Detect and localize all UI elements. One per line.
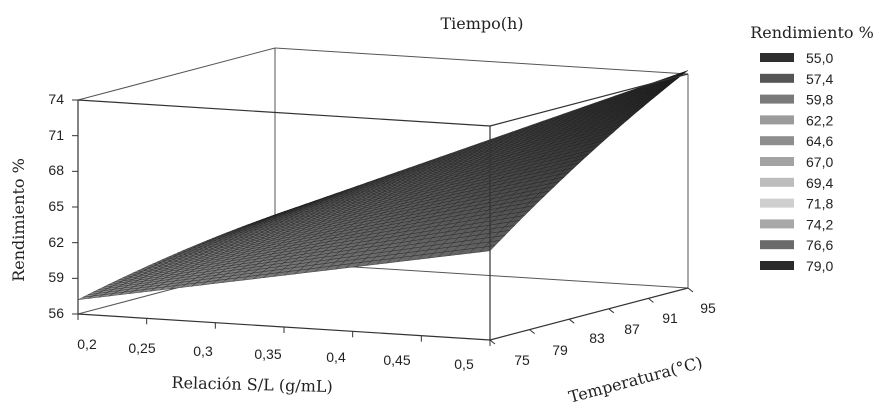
box-edge bbox=[77, 47, 276, 101]
legend-label: 69,4 bbox=[806, 175, 833, 191]
chart-title: Tiempo(h) bbox=[440, 14, 523, 33]
legend-swatch bbox=[760, 73, 794, 83]
z-tick-label: 59 bbox=[48, 269, 64, 285]
tick-mark bbox=[568, 318, 575, 324]
x-tick-label: 0,25 bbox=[128, 340, 155, 356]
z-tick-label: 68 bbox=[48, 162, 64, 178]
legend-swatch bbox=[760, 261, 794, 270]
box-edge bbox=[274, 47, 689, 75]
surface-cell bbox=[479, 245, 496, 253]
legend-swatch bbox=[760, 115, 794, 125]
legend-label: 59,8 bbox=[806, 92, 833, 108]
box-edge bbox=[489, 287, 689, 341]
y-tick-label: 83 bbox=[589, 330, 605, 346]
legend-label: 57,4 bbox=[806, 71, 833, 87]
surface bbox=[77, 70, 689, 300]
legend-label: 74,2 bbox=[806, 216, 833, 232]
z-axis-label: Rendimiento % bbox=[9, 158, 28, 282]
legend-label: 71,8 bbox=[806, 196, 833, 212]
legend-label: 64,6 bbox=[806, 133, 833, 149]
legend-swatch bbox=[760, 157, 794, 166]
legend-swatch bbox=[760, 53, 794, 62]
tick-mark bbox=[608, 308, 615, 314]
z-tick-label: 74 bbox=[48, 91, 64, 107]
x-tick-label: 0,45 bbox=[383, 352, 410, 368]
y-tick-label: 87 bbox=[624, 321, 640, 337]
tick-mark bbox=[648, 298, 654, 303]
tick-mark bbox=[529, 329, 535, 334]
x-tick-label: 0,4 bbox=[326, 349, 346, 365]
x-tick-label: 0,35 bbox=[254, 346, 281, 362]
legend-swatch bbox=[760, 94, 794, 104]
z-tick-label: 56 bbox=[48, 305, 64, 321]
z-tick-label: 65 bbox=[48, 198, 64, 214]
legend-label: 67,0 bbox=[806, 154, 833, 170]
z-tick-label: 62 bbox=[48, 234, 64, 250]
legend-label: 55,0 bbox=[806, 50, 833, 66]
y-tick-labels: 75 79 83 87 91 95 bbox=[514, 300, 716, 368]
x-tick-labels: 0,2 0,25 0,3 0,35 0,4 0,45 0,5 bbox=[77, 336, 474, 372]
y-tick-label: 95 bbox=[700, 300, 716, 316]
box-edge bbox=[489, 73, 689, 127]
legend-swatch bbox=[760, 219, 794, 229]
y-tick-label: 75 bbox=[514, 352, 530, 368]
z-tick-labels: 56 59 62 65 68 71 74 bbox=[48, 91, 64, 321]
box-edge bbox=[77, 99, 491, 127]
tick-mark bbox=[687, 287, 694, 293]
tick-mark bbox=[489, 339, 496, 345]
x-tick-label: 0,2 bbox=[77, 336, 97, 352]
tick-marks bbox=[72, 99, 694, 346]
x-axis-label: Relación S/L (g/mL) bbox=[171, 373, 333, 396]
x-tick-label: 0,3 bbox=[193, 343, 213, 359]
legend-title: Rendimiento % bbox=[750, 23, 874, 42]
z-tick-label: 71 bbox=[48, 127, 64, 143]
x-tick-label: 0,5 bbox=[454, 356, 474, 372]
y-tick-label: 91 bbox=[662, 310, 678, 326]
legend-swatch bbox=[760, 136, 794, 146]
legend-label: 79,0 bbox=[806, 258, 833, 274]
legend-swatch bbox=[760, 177, 794, 187]
legend-label: 62,2 bbox=[806, 112, 833, 128]
legend-swatch bbox=[760, 240, 794, 250]
legend: Rendimiento % 55,0 57,4 59,8 62,2 64,6 67,0 69… bbox=[750, 23, 874, 274]
y-axis-label: Temperatura(°C) bbox=[567, 353, 705, 407]
legend-items: 55,0 57,4 59,8 62,2 64,6 67,0 69,4 71,8 74,2 76,6… bbox=[760, 50, 833, 274]
legend-swatch bbox=[760, 198, 794, 208]
legend-label: 76,6 bbox=[806, 237, 833, 253]
y-tick-label: 79 bbox=[552, 342, 568, 358]
